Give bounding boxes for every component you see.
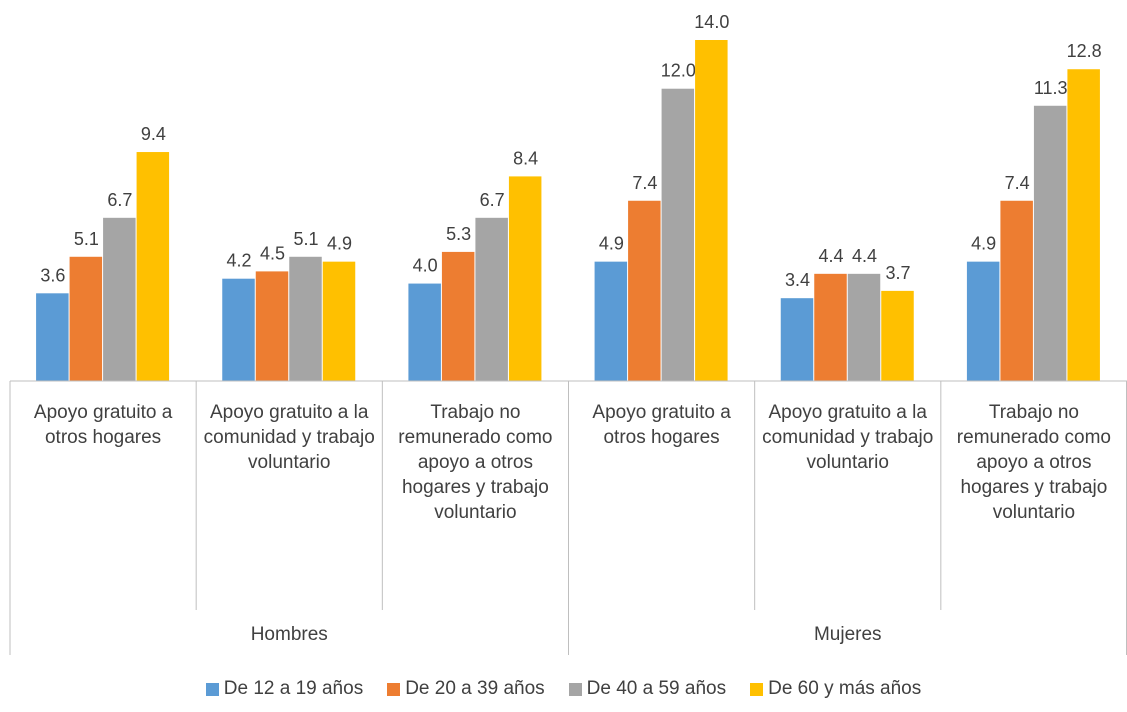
data-label: 3.4 (785, 270, 810, 290)
bar (475, 217, 508, 381)
legend-swatch (387, 682, 401, 696)
bar (881, 290, 914, 381)
legend-item: De 60 y más años (750, 678, 921, 700)
group-label: Mujeres (813, 624, 882, 645)
x-tick-label: Apoyo gratuito a otros hogares (33, 402, 173, 448)
data-label: 5.1 (293, 229, 318, 249)
legend-label: De 12 a 19 años (223, 678, 364, 699)
bar (408, 283, 441, 381)
legend-label: De 20 a 39 años (405, 678, 545, 699)
data-label: 4.4 (852, 246, 877, 266)
data-label: 9.4 (141, 124, 166, 144)
bar (222, 278, 255, 381)
data-label: 4.9 (599, 234, 624, 254)
data-label: 3.7 (885, 263, 910, 283)
bar (1067, 69, 1100, 381)
bar (136, 152, 170, 381)
bar (661, 88, 695, 381)
bar (103, 217, 136, 381)
bar (289, 256, 322, 381)
legend-label: De 60 y más años (768, 678, 922, 699)
data-label: 5.3 (446, 224, 471, 244)
bar (847, 273, 881, 381)
bar (628, 200, 661, 381)
data-label: 4.2 (226, 251, 251, 271)
bar (1000, 200, 1033, 381)
data-label: 4.5 (260, 243, 285, 263)
legend-swatch (750, 682, 764, 696)
data-label: 12.8 (1067, 41, 1102, 61)
bar (966, 261, 1000, 381)
data-label: 8.4 (513, 148, 538, 168)
x-tick-label: Trabajo no remunerado como apoyo a otros… (956, 402, 1111, 523)
bar (69, 256, 103, 381)
x-tick-label: Apoyo gratuito a la comunidad y trabajo … (762, 402, 934, 473)
data-label: 11.3 (1034, 78, 1068, 98)
bar (814, 273, 847, 381)
bar (695, 40, 728, 381)
data-label: 14.0 (694, 12, 729, 32)
x-tick-label: Trabajo no remunerado como apoyo a otros… (398, 402, 553, 523)
data-label: 6.7 (480, 190, 505, 210)
bar (1033, 105, 1067, 381)
data-label: 7.4 (632, 173, 657, 193)
data-label: 12.0 (661, 61, 696, 81)
legend-label: De 40 a 59 años (586, 678, 727, 699)
data-label: 5.1 (74, 229, 99, 249)
data-label: 7.4 (1005, 173, 1030, 193)
bar (255, 271, 289, 381)
legend: De 12 a 19 años De 20 a 39 años De 40 a 59… (0, 678, 1127, 702)
bar (508, 176, 542, 381)
data-label: 4.9 (327, 234, 352, 254)
bar (780, 298, 814, 381)
legend-swatch (205, 682, 219, 696)
bar (441, 251, 475, 381)
data-label: 4.0 (413, 256, 438, 276)
bar (594, 261, 628, 381)
bar (36, 293, 69, 381)
group-label: Hombres (250, 624, 328, 645)
data-label: 3.6 (40, 265, 65, 285)
legend-swatch (568, 682, 582, 696)
data-label: 4.4 (818, 246, 843, 266)
bar (322, 261, 356, 381)
legend-item: De 20 a 39 años (387, 678, 545, 700)
x-tick-label: Apoyo gratuito a la comunidad y trabajo … (203, 402, 375, 473)
legend-item: De 12 a 19 años (205, 678, 364, 700)
legend-item: De 40 a 59 años (568, 678, 727, 700)
data-label: 6.7 (107, 190, 132, 210)
x-tick-label: Apoyo gratuito a otros hogares (592, 402, 731, 448)
data-label: 4.9 (971, 234, 996, 254)
